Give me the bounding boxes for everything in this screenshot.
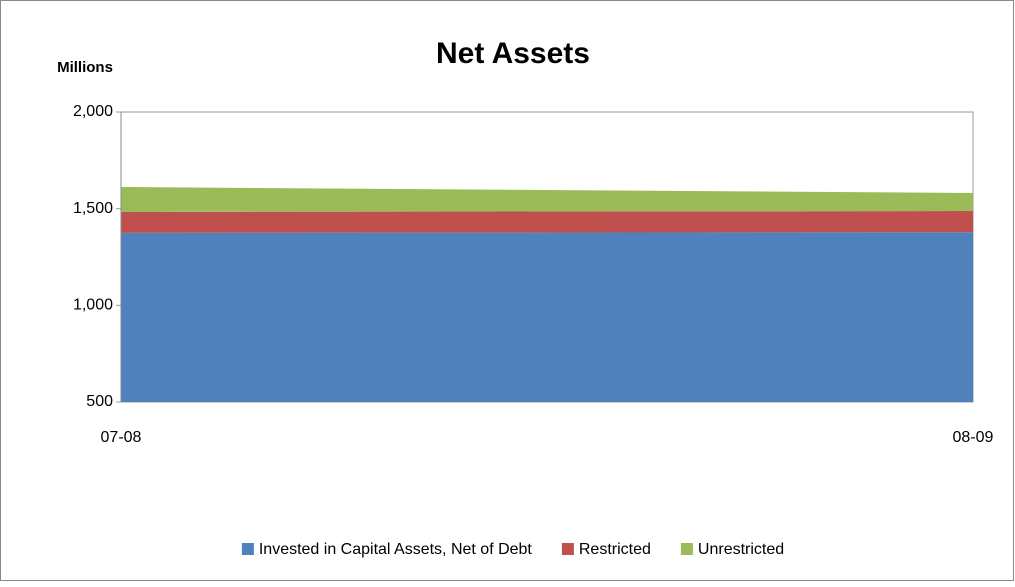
legend-label: Invested in Capital Assets, Net of Debt [259,541,533,558]
legend-swatch [241,543,254,555]
legend-label: Restricted [579,541,651,558]
legend-swatch [561,543,574,555]
y-axis-label: Millions [57,59,113,76]
x-tick-label: 07-08 [101,429,142,446]
y-tick-label: 500 [86,393,113,410]
area [121,210,973,233]
area [121,187,973,212]
y-tick-label: 1,000 [73,297,113,314]
y-tick-label: 2,000 [73,103,113,120]
y-tick-label: 1,500 [73,200,113,217]
legend-swatch [680,543,693,555]
area [121,232,973,402]
x-tick-label: 08-09 [953,429,994,446]
chart-title: Net Assets [436,37,590,70]
legend-label: Unrestricted [698,541,784,558]
